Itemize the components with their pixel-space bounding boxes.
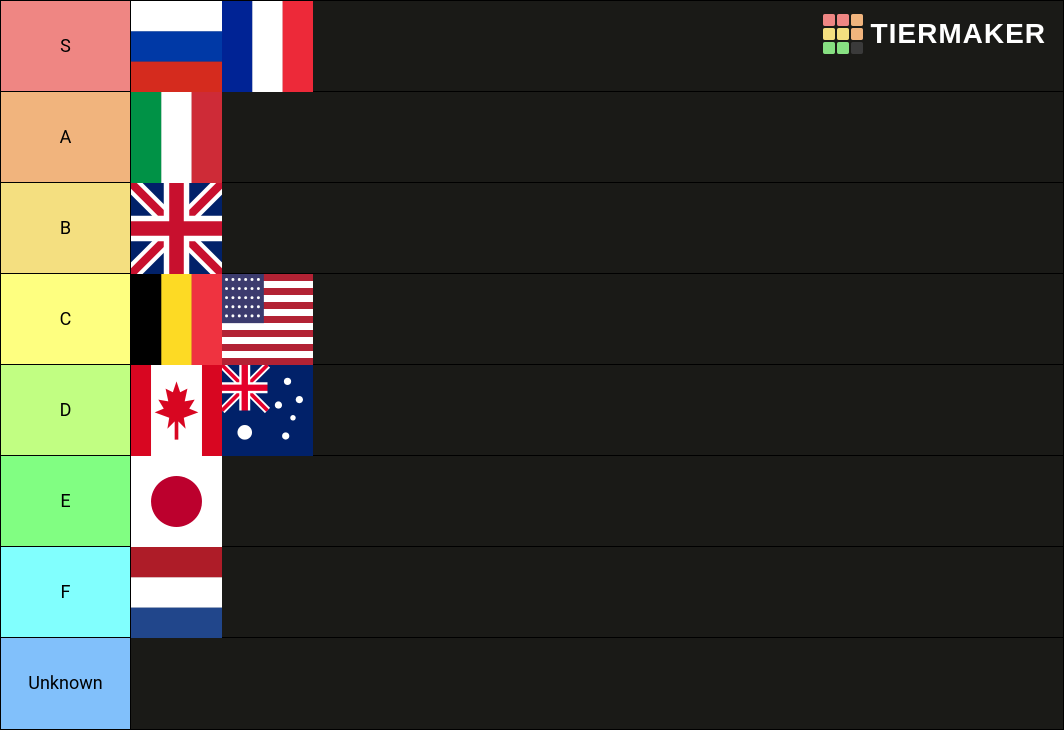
flag-uk[interactable] xyxy=(131,183,222,274)
flag-france[interactable] xyxy=(222,1,313,92)
tier-items[interactable] xyxy=(131,92,1063,182)
tier-label[interactable]: Unknown xyxy=(1,638,131,729)
flag-australia[interactable] xyxy=(222,365,313,456)
tier-label[interactable]: S xyxy=(1,1,131,91)
tier-list: SAB CD EFUnknown xyxy=(0,0,1064,730)
tier-items[interactable] xyxy=(131,638,1063,729)
tier-items[interactable] xyxy=(131,183,1063,273)
flag-netherlands[interactable] xyxy=(131,547,222,638)
watermark: TIERMAKER xyxy=(823,14,1046,54)
flag-belgium[interactable] xyxy=(131,274,222,365)
watermark-grid-icon xyxy=(823,14,863,54)
tier-label[interactable]: B xyxy=(1,183,131,273)
watermark-text: TIERMAKER xyxy=(871,18,1046,50)
tier-items[interactable] xyxy=(131,365,1063,455)
tier-items[interactable] xyxy=(131,274,1063,364)
tier-label[interactable]: C xyxy=(1,274,131,364)
tier-row: F xyxy=(1,547,1063,638)
tier-row: Unknown xyxy=(1,638,1063,729)
flag-canada[interactable] xyxy=(131,365,222,456)
tier-row: A xyxy=(1,92,1063,183)
tier-row: B xyxy=(1,183,1063,274)
tier-items[interactable] xyxy=(131,456,1063,546)
tier-label[interactable]: E xyxy=(1,456,131,546)
flag-usa[interactable] xyxy=(222,274,313,365)
tier-label[interactable]: A xyxy=(1,92,131,182)
flag-japan[interactable] xyxy=(131,456,222,547)
flag-italy[interactable] xyxy=(131,92,222,183)
tier-row: D xyxy=(1,365,1063,456)
tier-row: E xyxy=(1,456,1063,547)
tier-label[interactable]: D xyxy=(1,365,131,455)
tier-row: C xyxy=(1,274,1063,365)
flag-russia[interactable] xyxy=(131,1,222,92)
tier-label[interactable]: F xyxy=(1,547,131,637)
tier-items[interactable] xyxy=(131,547,1063,637)
